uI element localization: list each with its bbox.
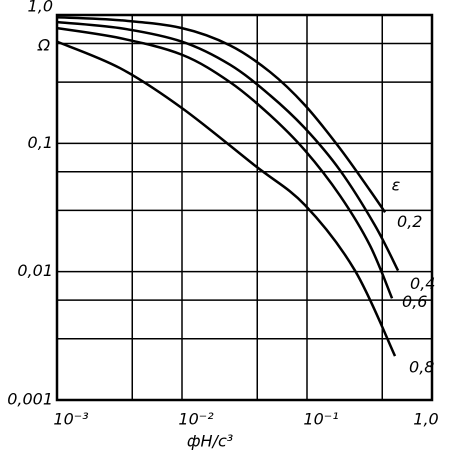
curve	[56, 40, 397, 357]
series-label: 0,4	[410, 274, 435, 293]
plot-frame	[55, 13, 434, 402]
series-label: 0,2	[397, 212, 422, 231]
y-axis-label: Ω	[37, 36, 51, 55]
series-label: 0,6	[402, 292, 427, 311]
series-label: 0,8	[409, 358, 434, 377]
y-tick-label: 0,001	[7, 390, 53, 409]
curve	[56, 26, 394, 299]
y-tick-label: 1,0	[28, 0, 53, 16]
x-tick-label: 10⁻¹	[303, 410, 338, 429]
y-tick-label: 0,01	[17, 261, 53, 280]
curve	[56, 20, 400, 272]
legend-title: ε	[392, 176, 401, 195]
x-tick-label: 10⁻³	[53, 410, 88, 429]
y-tick-label: 0,1	[28, 133, 53, 152]
x-axis-label: фH/c³	[187, 432, 233, 451]
x-tick-label: 10⁻²	[178, 410, 214, 429]
x-tick-label: 1,0	[413, 410, 438, 429]
curve	[56, 16, 387, 214]
